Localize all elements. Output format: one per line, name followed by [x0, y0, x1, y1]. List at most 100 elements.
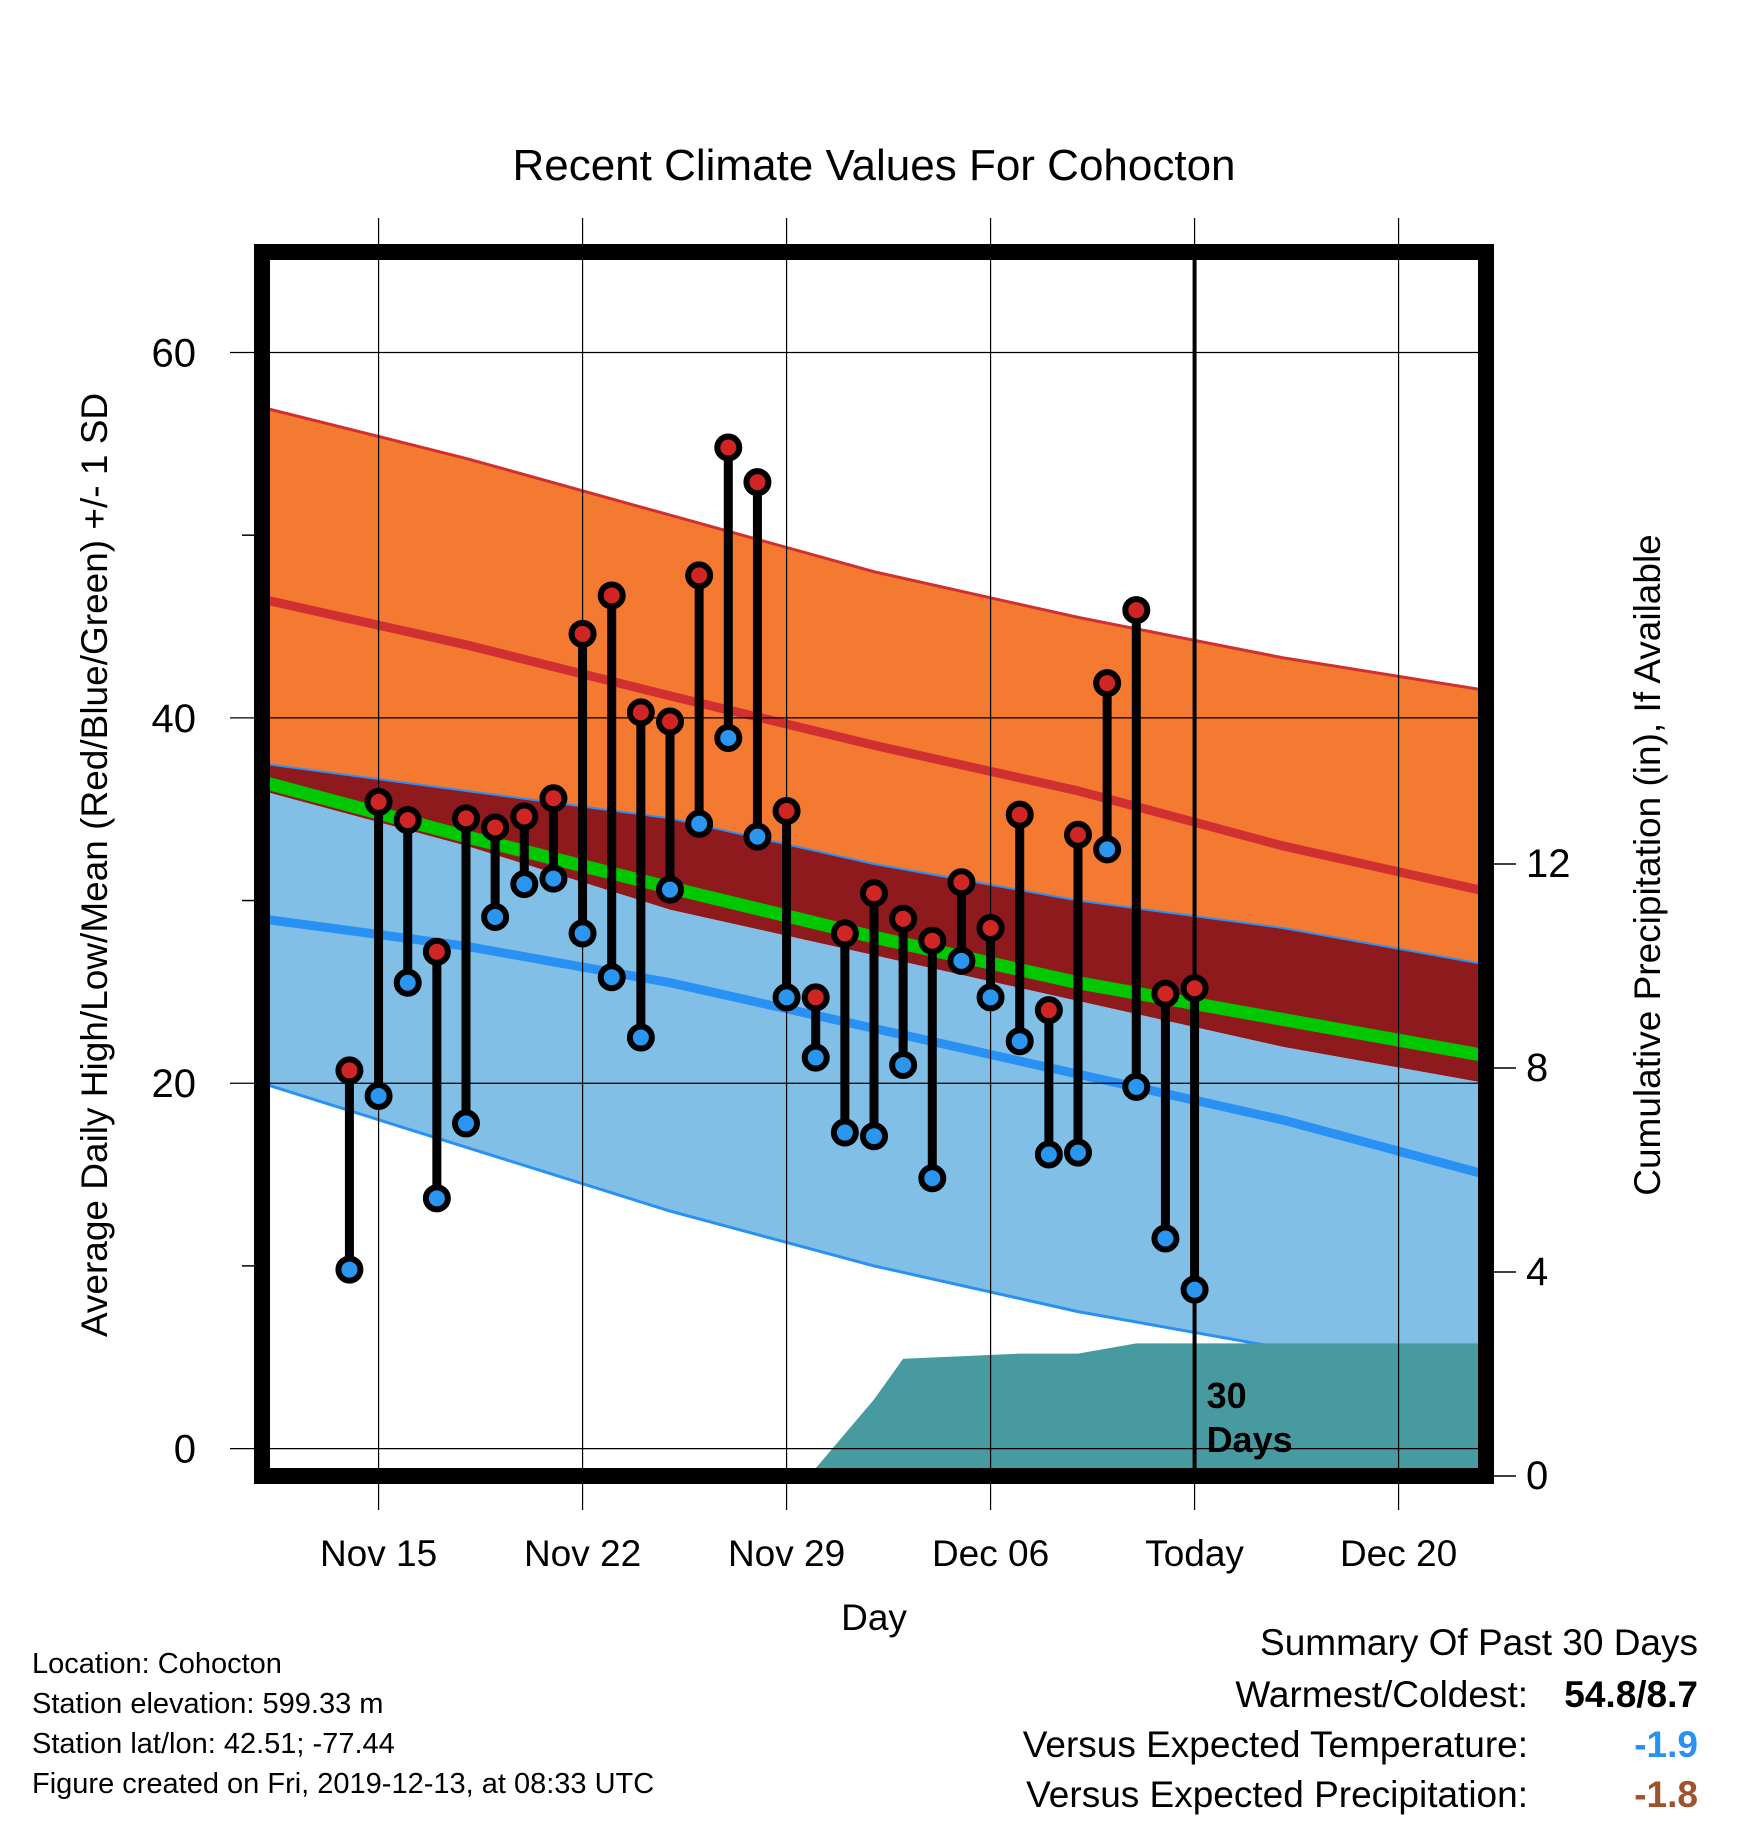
- daily-low-point: [801, 1043, 830, 1072]
- summary-heading: Summary Of Past 30 Days: [1260, 1622, 1698, 1663]
- daily-high-point: [568, 619, 597, 648]
- daily-high-point: [422, 937, 451, 966]
- daily-high-point: [364, 787, 393, 816]
- daily-high-point: [626, 698, 655, 727]
- daily-high-point: [1093, 669, 1122, 698]
- high-minus-sd-line: [262, 762, 1486, 966]
- temperature-departure-value: -1.9: [1634, 1724, 1698, 1765]
- summary-warmest-coldest: Warmest/Coldest: 54.8/8.7: [1235, 1674, 1698, 1716]
- daily-low-point: [860, 1122, 888, 1151]
- precipitation-departure-value: -1.8: [1634, 1774, 1698, 1815]
- high-plus-sd-line: [262, 405, 1486, 692]
- daily-high-point: [1180, 974, 1209, 1003]
- daily-high-point: [801, 983, 830, 1012]
- daily-low-point: [685, 809, 714, 838]
- chart-title: Recent Climate Values For Cohocton: [512, 141, 1235, 190]
- daily-low-point: [1064, 1138, 1092, 1167]
- daily-low-point: [1005, 1027, 1034, 1056]
- summary-temperature: Versus Expected Temperature: -1.9: [1023, 1724, 1698, 1766]
- daily-low-point: [772, 983, 801, 1012]
- daily-low-point: [510, 870, 539, 899]
- daily-low-point: [539, 864, 568, 893]
- station-location: Location: Cohocton: [32, 1648, 282, 1680]
- y2-tick-label-1: 4: [1526, 1250, 1548, 1294]
- y-tick-label-3: 60: [152, 331, 197, 375]
- x-tick-label-4: Today: [1145, 1533, 1244, 1574]
- station-latlon: Station lat/lon: 42.51; -77.44: [32, 1728, 395, 1760]
- high-sd-band: [262, 407, 1486, 965]
- daily-low-point: [393, 968, 422, 997]
- y-tick-label-0: 0: [174, 1428, 196, 1472]
- warmest-coldest-label: Warmest/Coldest:: [1235, 1674, 1528, 1715]
- daily-high-point: [743, 468, 772, 497]
- daily-low-point: [1093, 835, 1122, 864]
- station-info: Location: Cohocton Station elevation: 59…: [32, 1644, 654, 1804]
- daily-high-point: [947, 868, 976, 897]
- x-tick-label-0: Nov 15: [320, 1533, 437, 1574]
- daily-high-point: [597, 581, 626, 610]
- daily-low-point: [947, 946, 976, 975]
- today-annotation-0: 30: [1207, 1375, 1247, 1416]
- daily-high-point: [1151, 979, 1180, 1008]
- daily-high-point: [481, 813, 510, 842]
- daily-low-point: [1122, 1072, 1151, 1101]
- daily-low-point: [714, 723, 743, 752]
- daily-low-point: [976, 983, 1005, 1012]
- daily-low-point: [364, 1082, 393, 1111]
- x-tick-label-2: Nov 29: [728, 1533, 845, 1574]
- y2-tick-label-2: 8: [1526, 1046, 1548, 1090]
- daily-low-point: [481, 902, 510, 931]
- daily-high-point: [510, 802, 539, 831]
- daily-high-point: [772, 797, 801, 826]
- daily-low-point: [1180, 1275, 1209, 1304]
- daily-high-point: [976, 913, 1005, 942]
- daily-high-point: [335, 1056, 364, 1085]
- y-tick-label-1: 20: [152, 1062, 197, 1106]
- y2-axis-label: Cumulative Precipitation (in), If Availa…: [1627, 534, 1668, 1196]
- daily-low-point: [830, 1118, 859, 1147]
- daily-low-point: [743, 822, 772, 851]
- station-elevation: Station elevation: 599.33 m: [32, 1688, 384, 1720]
- daily-high-point: [656, 707, 684, 736]
- daily-low-point: [1151, 1224, 1180, 1253]
- precipitation-label: Versus Expected Precipitation:: [1026, 1774, 1528, 1815]
- daily-low-point: [335, 1255, 364, 1284]
- daily-high-point: [918, 926, 947, 955]
- normal-high-line: [262, 594, 1486, 896]
- x-tick-label-5: Dec 20: [1340, 1533, 1457, 1574]
- y-axis-label: Average Daily High/Low/Mean (Red/Blue/Gr…: [74, 393, 115, 1337]
- daily-low-point: [568, 919, 597, 948]
- summary-precipitation: Versus Expected Precipitation: -1.8: [1026, 1774, 1698, 1816]
- figure-created: Figure created on Fri, 2019-12-13, at 08…: [32, 1768, 655, 1800]
- today-annotation-1: Days: [1207, 1419, 1293, 1460]
- daily-high-point: [539, 784, 568, 813]
- daily-high-point: [452, 804, 480, 833]
- daily-high-point: [1034, 996, 1063, 1025]
- daily-low-point: [918, 1164, 947, 1193]
- x-tick-label-1: Nov 22: [524, 1533, 641, 1574]
- plot-frame: [254, 244, 1494, 1484]
- daily-low-point: [422, 1184, 451, 1213]
- x-tick-label-3: Dec 06: [932, 1533, 1049, 1574]
- daily-high-point: [1122, 596, 1151, 625]
- y-tick-label-2: 40: [152, 697, 197, 741]
- temperature-label: Versus Expected Temperature:: [1022, 1724, 1528, 1765]
- daily-low-point: [626, 1023, 655, 1052]
- daily-low-point: [452, 1109, 480, 1138]
- daily-high-point: [1005, 800, 1034, 829]
- daily-high-point: [393, 806, 422, 835]
- daily-low-point: [597, 963, 626, 992]
- daily-high-point: [685, 561, 714, 590]
- daily-low-point: [656, 875, 684, 904]
- daily-high-point: [889, 904, 918, 933]
- daily-high-point: [1064, 820, 1092, 849]
- y2-tick-label-3: 12: [1526, 842, 1571, 886]
- daily-low-point: [889, 1050, 918, 1079]
- warmest-coldest-value: 54.8/8.7: [1564, 1674, 1698, 1715]
- y2-tick-label-0: 0: [1526, 1454, 1548, 1498]
- daily-high-point: [714, 433, 743, 462]
- daily-high-point: [830, 919, 859, 948]
- daily-high-point: [860, 879, 888, 908]
- daily-low-point: [1034, 1140, 1063, 1169]
